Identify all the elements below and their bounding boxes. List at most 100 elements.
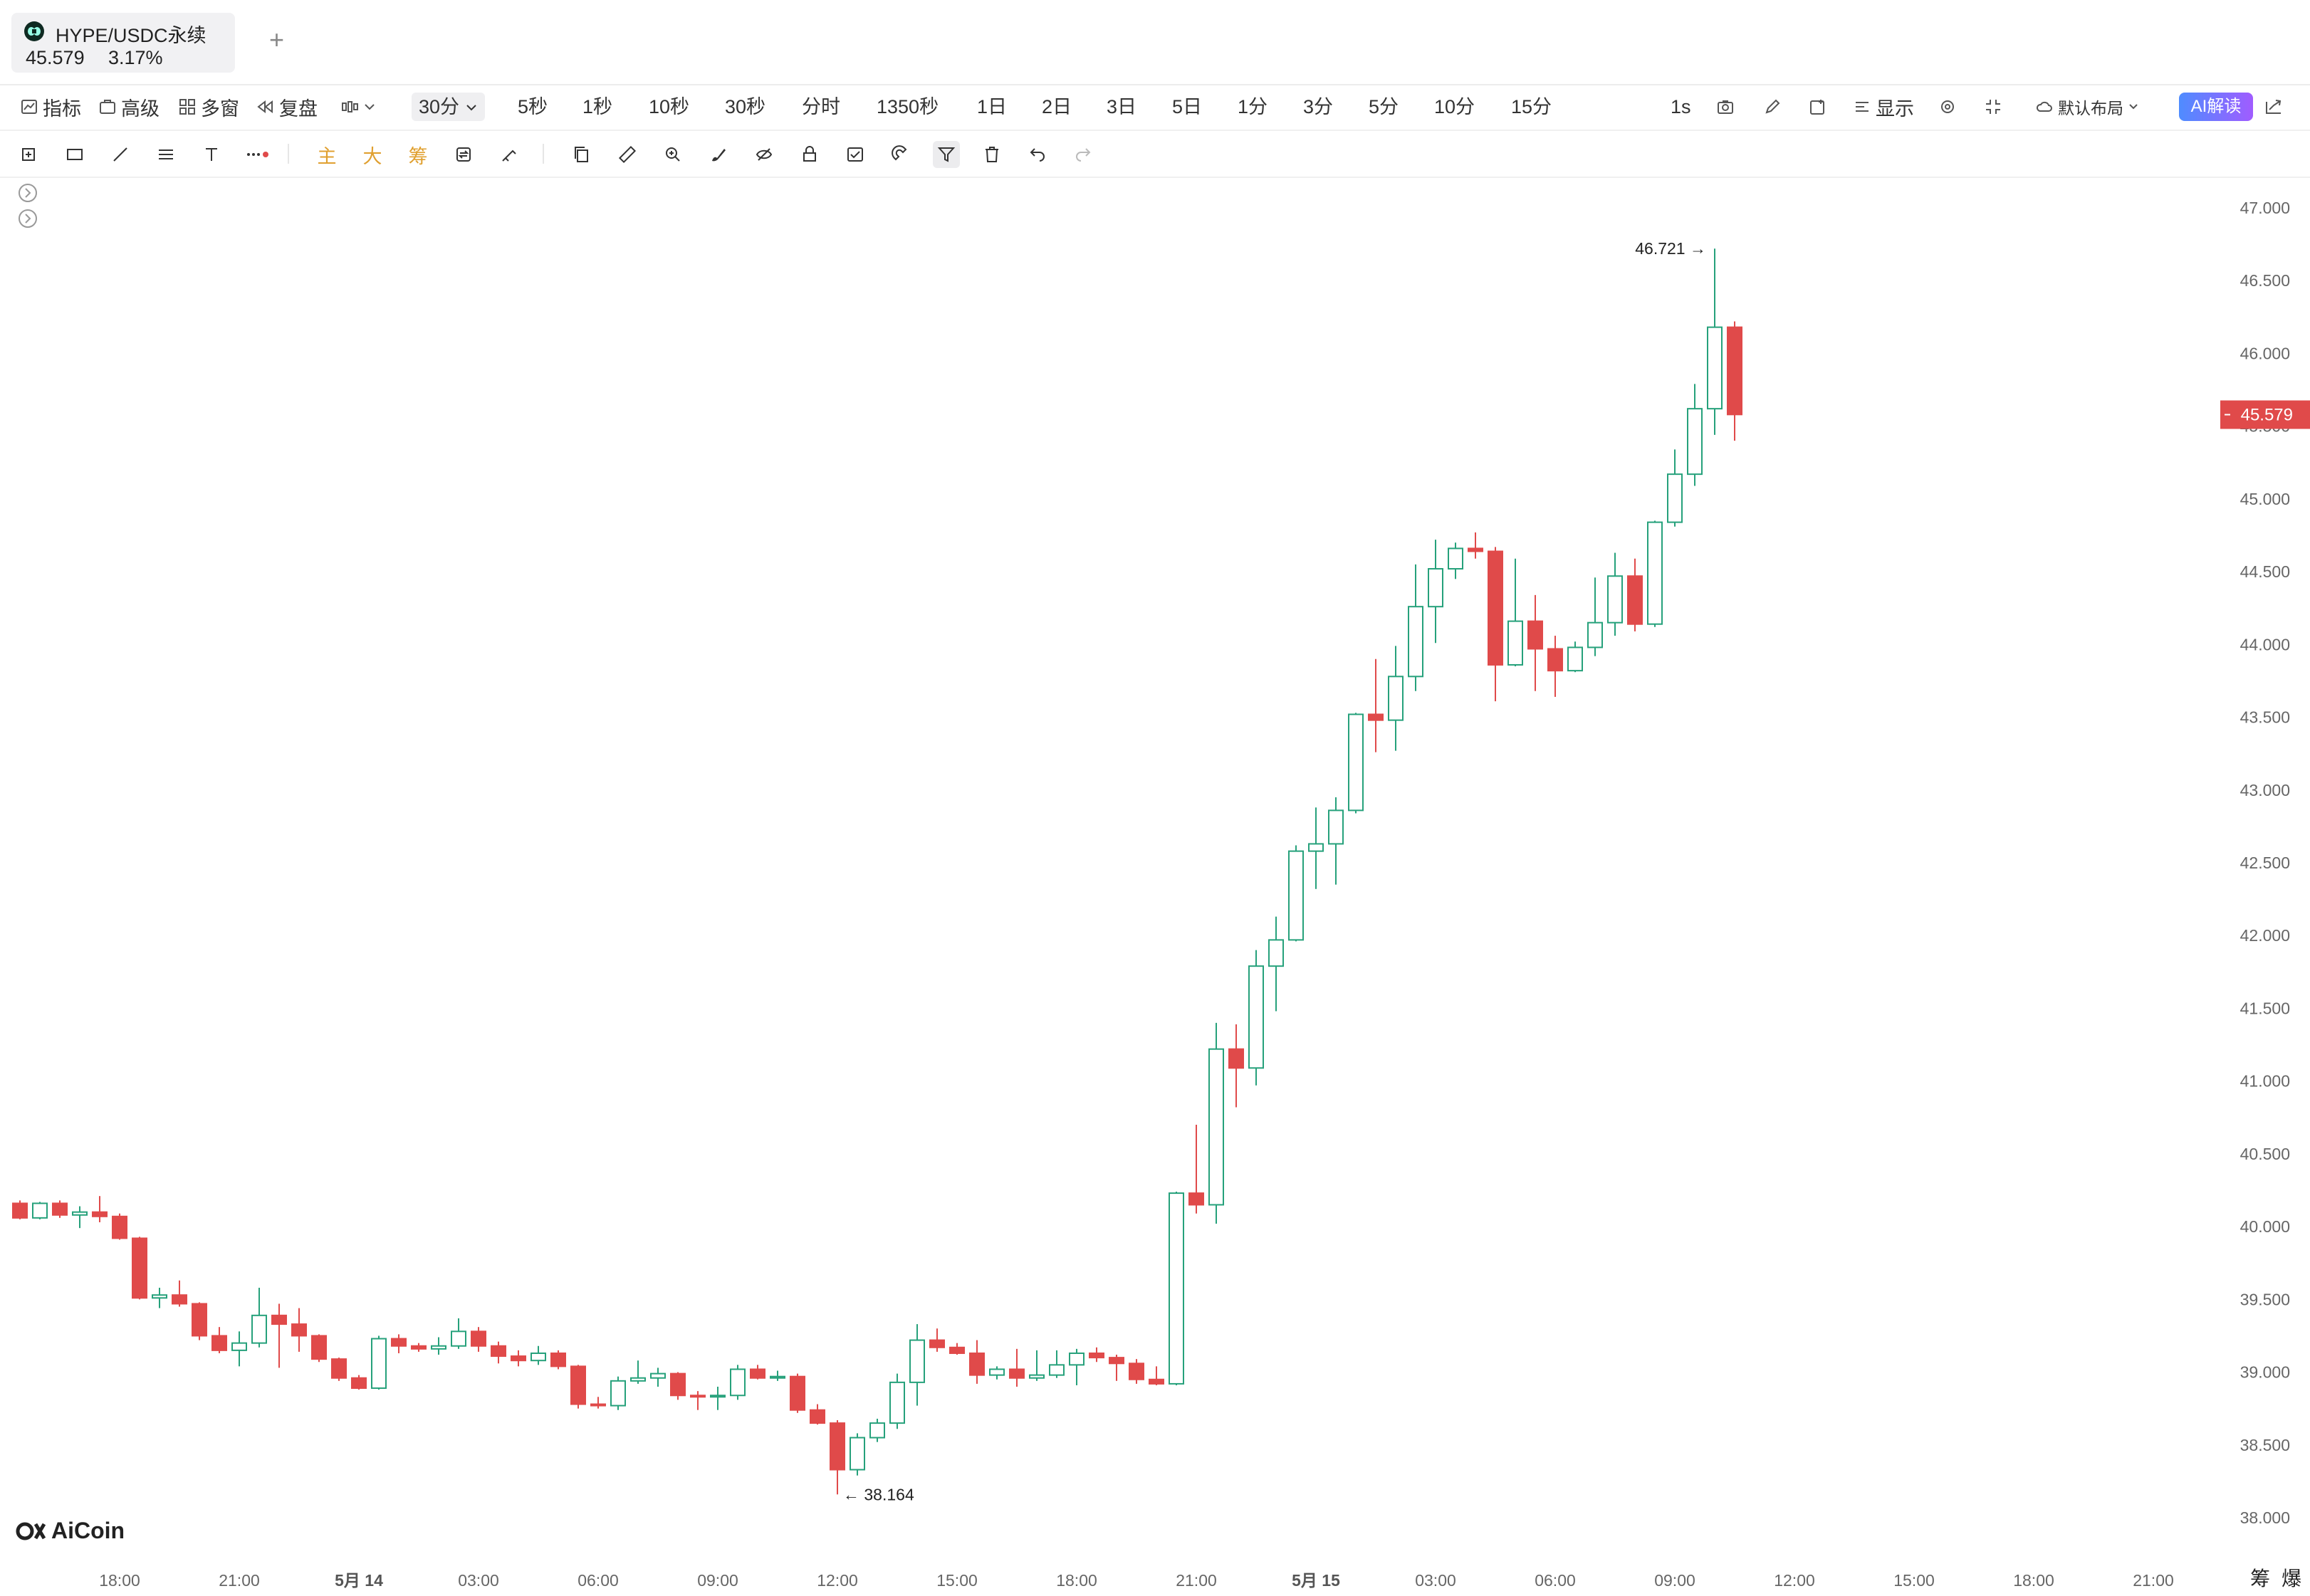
candle[interactable] [192, 1302, 207, 1340]
candle[interactable] [1069, 1348, 1085, 1385]
redo-button[interactable] [1070, 141, 1097, 168]
symbol-tab[interactable]: HYPE/USDC永续 45.579 3.17% [11, 13, 235, 73]
chart-type-button[interactable] [340, 94, 376, 120]
delete-tool[interactable] [978, 141, 1005, 168]
candle[interactable] [152, 1287, 167, 1308]
candle[interactable] [1149, 1366, 1164, 1385]
candle[interactable] [850, 1433, 865, 1476]
new-window-button[interactable] [1809, 94, 1827, 120]
candle[interactable] [1727, 321, 1742, 441]
layout-button[interactable]: 默认布局 [2035, 94, 2139, 120]
candle[interactable] [1348, 713, 1364, 814]
candle[interactable] [929, 1328, 945, 1352]
candle[interactable] [451, 1318, 466, 1349]
interval-1m[interactable]: 1分 [1238, 96, 1268, 117]
candle[interactable] [1707, 248, 1723, 435]
candle[interactable] [969, 1340, 985, 1384]
draw-toggle-button[interactable] [1763, 94, 1782, 120]
candle[interactable] [1587, 577, 1603, 656]
fullscreen-button[interactable] [1984, 94, 2002, 120]
candle[interactable] [730, 1365, 746, 1400]
candlestick-chart[interactable]: 47.00046.50046.00045.50045.00044.50044.0… [0, 178, 2310, 1596]
candle[interactable] [1308, 807, 1324, 889]
indicators-button[interactable]: 指标 [20, 94, 81, 120]
big-order-toggle[interactable]: 大 [359, 141, 386, 168]
candle[interactable] [331, 1358, 347, 1381]
candle[interactable] [1687, 384, 1703, 486]
candle[interactable] [1328, 797, 1344, 885]
candle[interactable] [1388, 646, 1404, 751]
candle[interactable] [1208, 1022, 1224, 1224]
candle[interactable] [411, 1343, 427, 1352]
magnet-tool[interactable] [887, 141, 914, 168]
candle[interactable] [1408, 564, 1423, 691]
candle[interactable] [391, 1334, 407, 1353]
display-button[interactable]: 显示 [1853, 94, 1914, 120]
expand-panel-icon[interactable] [17, 182, 38, 204]
candle[interactable] [1009, 1348, 1025, 1387]
candle[interactable] [889, 1373, 905, 1429]
candle[interactable] [750, 1365, 765, 1380]
candle[interactable] [531, 1345, 546, 1365]
cursor-tool[interactable] [16, 141, 43, 168]
candle[interactable] [869, 1418, 885, 1442]
candle[interactable] [1129, 1359, 1144, 1384]
candle[interactable] [32, 1202, 48, 1219]
interval-5s[interactable]: 5秒 [518, 96, 548, 117]
candle[interactable] [431, 1337, 446, 1355]
replay-button[interactable]: 复盘 [256, 94, 318, 120]
interval-10m[interactable]: 10分 [1434, 96, 1475, 117]
undo-button[interactable] [1024, 141, 1051, 168]
main-chart-toggle[interactable]: 主 [313, 141, 340, 168]
ai-interpret-button[interactable]: AI解读 [2179, 93, 2253, 121]
candle[interactable] [311, 1334, 327, 1363]
candle[interactable] [1488, 547, 1503, 702]
rectangle-tool[interactable] [61, 141, 88, 168]
hlines-tool[interactable] [152, 141, 179, 168]
trendline-tool[interactable] [107, 141, 134, 168]
expand-panel-icon[interactable] [17, 208, 38, 229]
candle[interactable] [790, 1373, 805, 1413]
candle[interactable] [610, 1376, 626, 1410]
candle[interactable] [1627, 558, 1643, 631]
candle[interactable] [1507, 558, 1523, 666]
candle[interactable] [949, 1343, 965, 1355]
interval-5m[interactable]: 5分 [1369, 96, 1399, 117]
chips-toggle[interactable]: 筹 [404, 141, 432, 168]
interval-30s[interactable]: 30秒 [725, 96, 766, 117]
candle[interactable] [491, 1341, 506, 1364]
share-button[interactable] [2264, 94, 2283, 120]
measure-tool[interactable] [496, 141, 523, 168]
candle[interactable] [810, 1404, 825, 1425]
candle[interactable] [72, 1206, 88, 1229]
candle[interactable] [909, 1324, 925, 1406]
interval-timeline[interactable]: 分时 [802, 96, 840, 117]
candle[interactable] [1049, 1350, 1065, 1378]
interval-3d[interactable]: 3日 [1107, 96, 1137, 117]
multi-window-button[interactable]: 多窗 [178, 94, 239, 120]
interval-3m[interactable]: 3分 [1303, 96, 1334, 117]
brush-tool[interactable] [705, 141, 732, 168]
candle[interactable] [511, 1350, 526, 1367]
compare-tool[interactable] [450, 141, 477, 168]
candle[interactable] [12, 1200, 28, 1219]
screenshot-button[interactable] [1716, 94, 1735, 120]
candle[interactable] [630, 1360, 646, 1384]
candle[interactable] [590, 1397, 606, 1409]
interval-2d[interactable]: 2日 [1042, 96, 1072, 117]
candle[interactable] [1607, 552, 1623, 636]
candle[interactable] [1169, 1192, 1184, 1385]
ruler-tool[interactable] [614, 141, 641, 168]
candle[interactable] [1667, 449, 1683, 527]
candle[interactable] [92, 1196, 108, 1222]
liquidation-panel-button[interactable]: 爆 [2282, 1568, 2302, 1590]
template-tool[interactable] [842, 141, 869, 168]
candle[interactable] [1089, 1347, 1104, 1363]
candle[interactable] [351, 1375, 367, 1390]
candle[interactable] [1468, 532, 1483, 559]
refresh-rate-button[interactable]: 1s [1671, 96, 1691, 117]
candle[interactable] [1228, 1024, 1244, 1108]
copy-tool[interactable] [568, 141, 595, 168]
advanced-button[interactable]: 高级 [98, 94, 160, 120]
candle[interactable] [211, 1327, 227, 1353]
